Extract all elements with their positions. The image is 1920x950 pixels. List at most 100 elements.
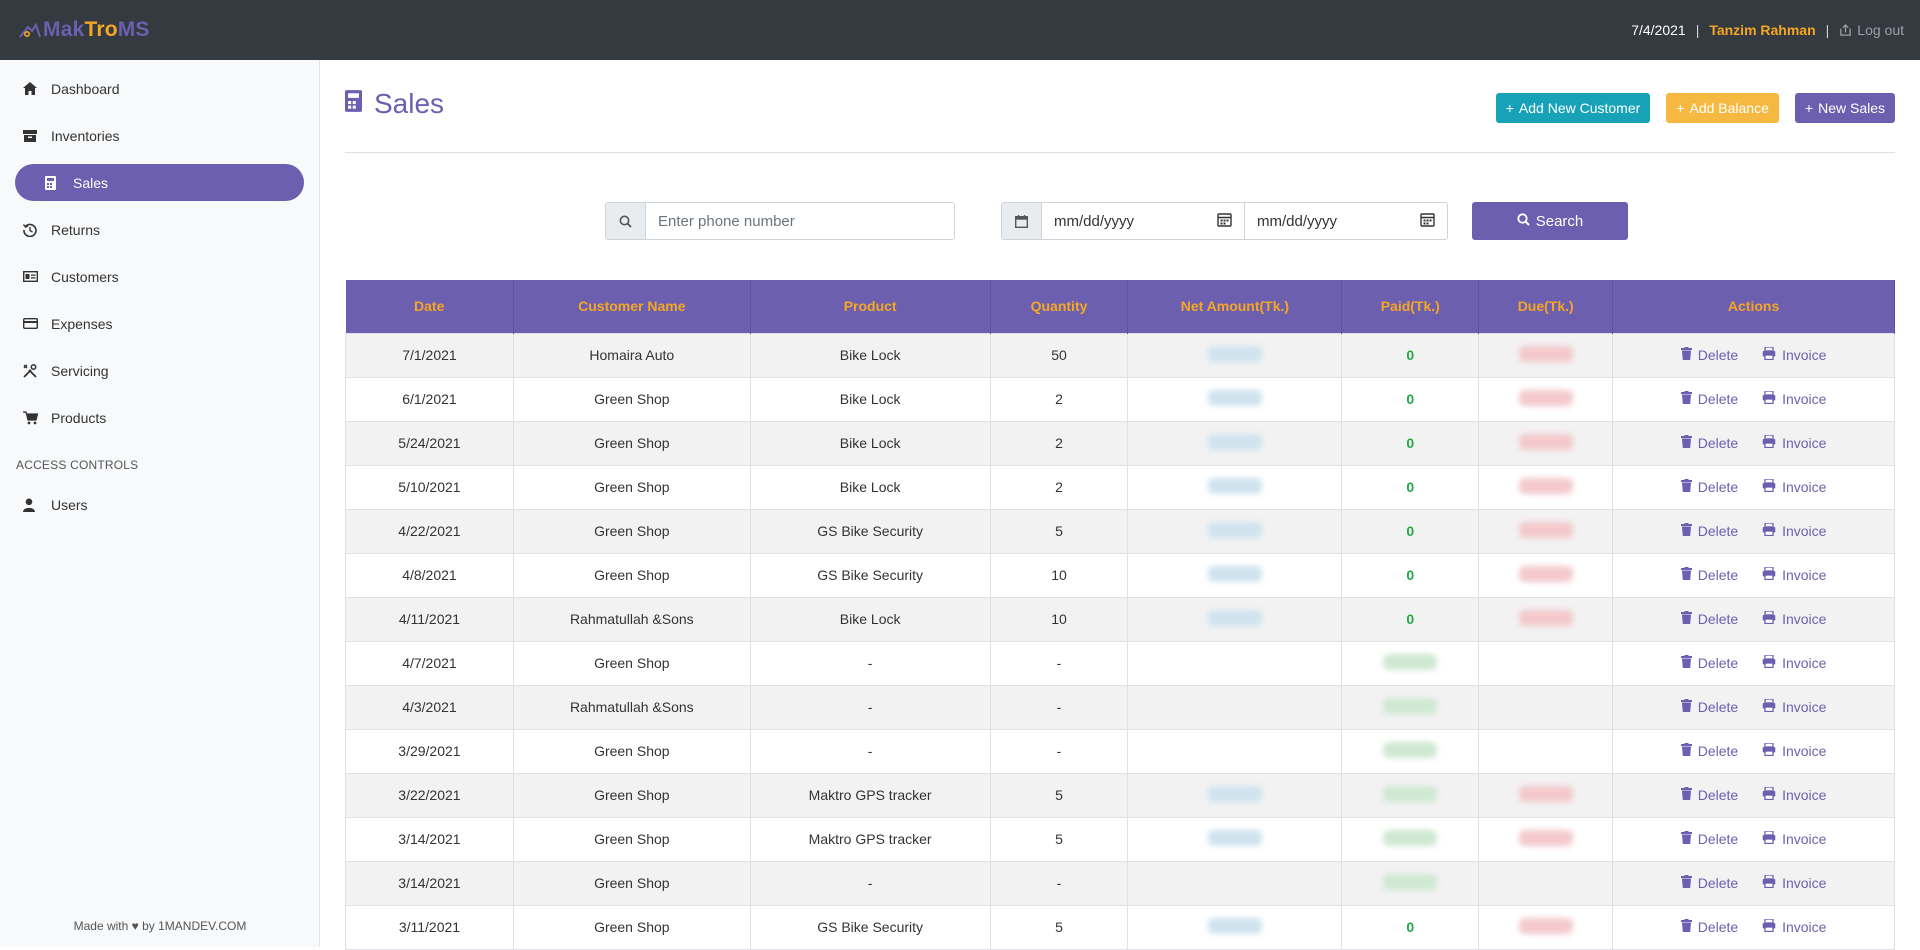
sidebar-item-expenses[interactable]: Expenses — [15, 305, 304, 342]
column-header-due[interactable]: Due(Tk.) — [1478, 280, 1614, 333]
sidebar-item-sales[interactable]: Sales — [15, 164, 304, 201]
calendar-picker-icon[interactable] — [1420, 212, 1435, 231]
invoice-button[interactable]: Invoice — [1762, 346, 1826, 363]
cell-due — [1478, 508, 1614, 554]
cell-quantity: 2 — [989, 376, 1129, 422]
cell-paid — [1341, 640, 1480, 686]
delete-button[interactable]: Delete — [1680, 655, 1738, 671]
delete-button[interactable]: Delete — [1680, 479, 1739, 495]
cell-product: GS Bike Security — [749, 508, 991, 554]
sidebar-item-dashboard[interactable]: Dashboard — [15, 70, 304, 107]
blurred-paid-value — [1383, 785, 1438, 802]
delete-button[interactable]: Delete — [1680, 831, 1738, 847]
cell-paid: 0 — [1341, 596, 1480, 642]
invoice-button[interactable]: Invoice — [1762, 698, 1826, 715]
column-header-date[interactable]: Date — [345, 280, 514, 333]
invoice-button[interactable]: Invoice — [1762, 742, 1826, 759]
cell-customer-name: Green Shop — [512, 728, 751, 774]
delete-button[interactable]: Delete — [1680, 391, 1738, 407]
cell-date: 4/8/2021 — [345, 552, 514, 598]
blurred-paid-value — [1383, 741, 1438, 758]
invoice-button[interactable]: Invoice — [1762, 654, 1826, 671]
cell-net-amount — [1127, 728, 1343, 774]
table-row: 6/1/2021 Green Shop Bike Lock 2 0 Delete… — [345, 376, 1895, 422]
delete-label: Delete — [1697, 699, 1739, 715]
cart-icon — [23, 410, 51, 425]
invoice-button[interactable]: Invoice — [1762, 610, 1826, 627]
table-row: 3/29/2021 Green Shop - - Delete Invoice — [345, 728, 1895, 774]
invoice-button[interactable]: Invoice — [1762, 434, 1827, 451]
app-logo[interactable]: Mak Tro MS — [18, 18, 150, 42]
sidebar-item-label: Customers — [51, 268, 119, 285]
print-icon — [1762, 346, 1776, 363]
new-sales-button[interactable]: + New Sales — [1794, 93, 1895, 123]
delete-label: Delete — [1697, 435, 1739, 451]
plus-icon: + — [1804, 100, 1814, 116]
invoice-button[interactable]: Invoice — [1762, 918, 1826, 935]
phone-number-input[interactable] — [646, 203, 954, 239]
sidebar-item-customers[interactable]: Customers — [15, 258, 304, 295]
current-user-name[interactable]: Tanzim Rahman — [1709, 22, 1816, 38]
cell-date: 6/1/2021 — [345, 376, 514, 422]
delete-button[interactable]: Delete — [1680, 435, 1739, 451]
column-header-product[interactable]: Product — [750, 280, 991, 333]
column-header-quantity[interactable]: Quantity — [990, 280, 1129, 333]
trash-icon — [1680, 435, 1692, 451]
invoice-label: Invoice — [1782, 479, 1827, 495]
sidebar-item-servicing[interactable]: Servicing — [15, 352, 304, 389]
delete-button[interactable]: Delete — [1680, 611, 1738, 627]
cell-customer-name: Green Shop — [512, 508, 751, 554]
calculator-icon — [345, 88, 362, 120]
cell-customer-name: Green Shop — [512, 376, 751, 422]
delete-button[interactable]: Delete — [1680, 347, 1738, 363]
add-balance-button[interactable]: + Add Balance — [1666, 93, 1779, 123]
sidebar-item-users[interactable]: Users — [15, 486, 304, 523]
invoice-label: Invoice — [1782, 435, 1827, 451]
column-header-paid[interactable]: Paid(Tk.) — [1341, 280, 1480, 333]
delete-button[interactable]: Delete — [1680, 523, 1738, 539]
invoice-button[interactable]: Invoice — [1762, 390, 1826, 407]
cell-net-amount — [1127, 860, 1343, 906]
calendar-picker-icon[interactable] — [1217, 212, 1232, 231]
delete-button[interactable]: Delete — [1680, 743, 1738, 759]
cell-date: 3/14/2021 — [345, 860, 514, 906]
blurred-due-amount — [1518, 477, 1573, 494]
blurred-due-amount — [1518, 521, 1573, 538]
cell-paid: 0 — [1341, 332, 1480, 378]
cell-date: 4/7/2021 — [345, 640, 514, 686]
cell-due — [1478, 772, 1614, 818]
cell-product: GS Bike Security — [749, 904, 991, 950]
sidebar-item-inventories[interactable]: Inventories — [15, 117, 304, 154]
invoice-button[interactable]: Invoice — [1762, 786, 1826, 803]
cell-customer-name: Green Shop — [512, 464, 751, 510]
search-button[interactable]: Search — [1472, 202, 1628, 240]
print-icon — [1762, 874, 1776, 891]
cell-customer-name: Green Shop — [512, 420, 751, 466]
logout-link[interactable]: Log out — [1839, 22, 1904, 38]
sidebar-item-products[interactable]: Products — [15, 399, 304, 436]
blurred-due-amount — [1518, 917, 1573, 934]
invoice-button[interactable]: Invoice — [1762, 874, 1826, 891]
invoice-button[interactable]: Invoice — [1762, 830, 1826, 847]
invoice-button[interactable]: Invoice — [1762, 478, 1827, 495]
blurred-due-amount — [1518, 345, 1573, 362]
delete-button[interactable]: Delete — [1680, 919, 1738, 935]
invoice-button[interactable]: Invoice — [1762, 566, 1826, 583]
column-header-customer-name[interactable]: Customer Name — [513, 280, 751, 333]
search-button-label: Search — [1535, 212, 1584, 230]
end-date-input[interactable]: mm/dd/yyyy — [1244, 203, 1447, 239]
sidebar-item-label: Expenses — [51, 315, 113, 332]
delete-label: Delete — [1697, 479, 1739, 495]
add-new-customer-button[interactable]: + Add New Customer — [1495, 93, 1651, 123]
cell-net-amount — [1127, 332, 1343, 378]
delete-button[interactable]: Delete — [1680, 875, 1738, 891]
start-date-input[interactable]: mm/dd/yyyy — [1042, 203, 1244, 239]
sidebar-item-returns[interactable]: Returns — [15, 211, 304, 248]
delete-button[interactable]: Delete — [1680, 567, 1738, 583]
cell-actions: Delete Invoice — [1612, 728, 1895, 774]
delete-button[interactable]: Delete — [1680, 699, 1739, 715]
cell-date: 4/22/2021 — [345, 508, 514, 554]
column-header-net-amount[interactable]: Net Amount(Tk.) — [1127, 280, 1343, 333]
invoice-button[interactable]: Invoice — [1762, 522, 1826, 539]
delete-button[interactable]: Delete — [1680, 787, 1738, 803]
